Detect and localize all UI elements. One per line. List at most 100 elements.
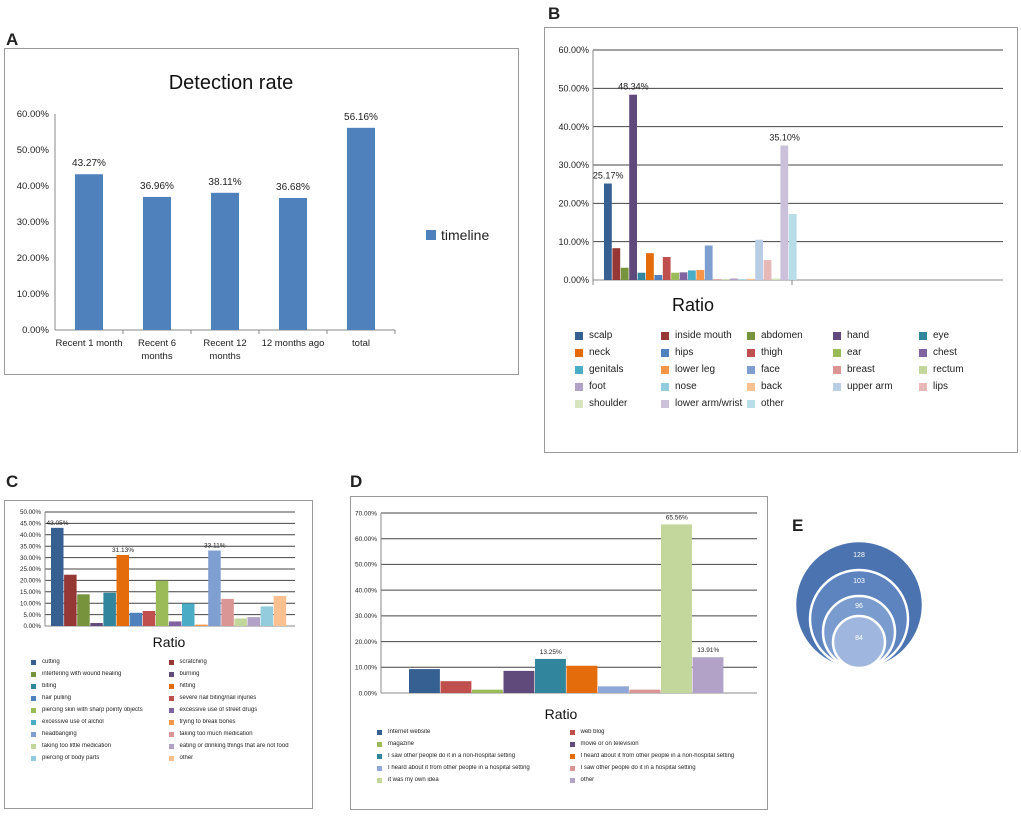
chart-d-frame: 0.00% 10.00% 20.00% 30.00% 40.00% 50.00% 60.00… [350,496,768,810]
legend-label: lower arm/wrist [675,398,743,409]
y-tick-label: 50.00% [558,83,589,93]
legend-label: other [761,398,784,409]
legend-item-eating-or-drinking-things-that-are-not-food: eating or drinking things that are not f… [168,743,307,749]
y-tick-label: 70.00% [355,510,377,517]
legend-label: rectum [933,364,964,375]
y-tick-label: 0.00% [359,690,378,697]
legend-label: shoulder [589,398,628,409]
y-tick-label: 35.00% [20,543,41,550]
y-tick-label: 60.00% [355,536,377,543]
legend-label: burning [179,671,200,677]
bar-interfering-with-wound-healing [77,594,90,626]
bar-upper-arm [755,239,763,280]
bar-piercing-skin-with-sharp-pointy-objects [155,580,169,626]
y-tick-label: 40.00% [20,532,41,539]
bar-hand [629,94,637,281]
chart-b-title: Ratio [672,295,714,315]
y-tick-label: 30.00% [558,160,589,170]
data-label: 25.17% [593,171,624,181]
y-tick-label: 45.00% [20,521,41,528]
legend-item-other: other [747,398,833,409]
y-tick-label: 20.00% [558,198,589,208]
legend-item-severe-nail-biting-nail-injuries: severe nail biting/nail injuries [168,695,307,701]
legend-label: headbanging [42,731,77,737]
bar-eating-or-drinking-things-that-are-not-food [247,617,260,626]
bar-shoulder [772,278,780,280]
legend-label: thigh [761,347,783,358]
bar-hair-pulling [129,612,143,626]
y-tick-label: 25.00% [20,566,41,573]
chart-c-frame: 0.00% 5.00% 10.00% 15.00% 20.00% 25.00% 30.00%… [4,500,313,809]
legend-item-inside-mouth: inside mouth [661,330,747,341]
legend-swatch [31,695,36,701]
circle-103 [808,568,910,670]
chart-a: Detection rate 0.00% 10.00% 20.00% 30.00% 40.… [17,72,490,362]
circle-96 [821,594,897,670]
bar-it-was-my-own-idea [661,524,692,693]
x-tick-label: Recent 1 month [55,338,122,349]
legend-item-burning: burning [168,671,307,677]
legend-item-trying-to-break-bones: trying to break bones [168,719,307,725]
legend-swatch [919,348,927,357]
legend-item-other: other [569,777,763,783]
data-label: 65.56% [666,514,688,521]
bar-lower-arm-wrist [780,145,789,280]
chart-b-legend: scalp inside mouth abdomen hand eye neck hips t… [575,330,1005,409]
bar-rectum [721,279,730,280]
legend-label: web blog [580,729,605,735]
legend-swatch [31,743,36,749]
data-label: 43.27% [72,158,106,169]
legend-label: excessive use of street drugs [179,707,258,713]
legend-label: scratching [179,659,207,665]
bar-inside-mouth [612,248,621,280]
legend-item-other: other [168,755,307,761]
bar-taking-too-much-medication [221,598,234,626]
y-tick-label: 20.00% [355,639,377,646]
y-tick-label: 30.00% [20,555,41,562]
legend-label: ear [847,347,862,358]
legend-swatch [569,777,575,783]
legend-item-cutting: cutting [31,659,169,665]
bar-hips [654,275,663,280]
bar-lips [763,260,772,280]
legend-item-face: face [747,364,833,375]
legend-label: cutting [42,659,60,665]
y-tick-label: 50.00% [17,145,50,156]
legend-swatch [168,719,174,725]
legend-item-hitting: hitting [168,683,307,689]
legend-swatch [661,348,669,357]
y-tick-label: 60.00% [558,45,589,55]
bar-taking-too-little-medication [234,618,247,626]
circle-label: 128 [853,552,865,559]
legend-label: chest [933,347,957,358]
legend-swatch [833,382,841,391]
legend-item-scratching: scratching [168,659,307,665]
legend-label: biting [42,683,57,689]
panel-label-a: A [6,30,19,49]
legend-label: lips [933,381,949,392]
bar-severe-nail-biting-nail-injuries [142,610,156,626]
bar-scalp [604,183,612,280]
legend-label: breast [847,364,875,375]
bar-movie-or-on-television [503,670,535,693]
legend-item-excessive-use-of-street-drugs: excessive use of street drugs [168,707,307,713]
y-tick-label: 20.00% [17,253,50,264]
y-tick-label: 0.00% [23,623,41,630]
legend-item-nose: nose [661,381,747,392]
legend-label: hips [675,347,694,358]
legend-swatch [168,671,174,677]
bar-recent-1-month [75,174,103,330]
legend-swatch [569,765,575,771]
bar-i-heard-about-it-from-other-people-in-a-hospital-setting [598,686,629,693]
bar-headbanging [208,550,221,626]
bar-face [704,245,713,280]
bar-i-heard-about-it-from-other-people-in-a-non-hospital-setting [566,665,598,693]
legend-label: eating or drinking things that are not f… [179,743,289,749]
legend-swatch [661,382,669,391]
legend-swatch [31,719,36,725]
legend-swatch [833,365,841,374]
legend-label: piercing of body parts [42,755,100,761]
bar-lower-leg [696,270,705,280]
x-tick-label: Recent 12 months [203,338,246,362]
data-label: 38.11% [208,177,241,188]
